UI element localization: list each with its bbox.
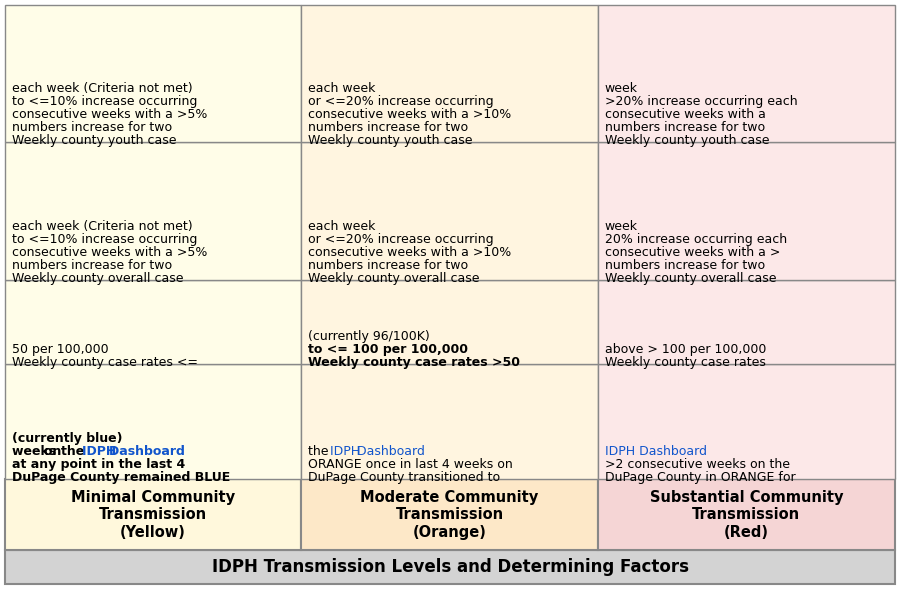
Text: the: the [60,445,88,458]
Text: consecutive weeks with a >5%: consecutive weeks with a >5% [12,108,207,121]
Text: Weekly county case rates <=: Weekly county case rates <= [12,356,198,369]
Text: >20% increase occurring each: >20% increase occurring each [605,95,797,108]
Text: Moderate Community
Transmission
(Orange): Moderate Community Transmission (Orange) [360,490,539,540]
Text: or <=20% increase occurring: or <=20% increase occurring [309,95,494,108]
Bar [598,143,895,280]
Text: Weekly county youth case: Weekly county youth case [309,134,472,147]
Bar [598,280,895,364]
Text: to <=10% increase occurring: to <=10% increase occurring [12,95,197,108]
Text: numbers increase for two: numbers increase for two [605,121,765,134]
Text: week: week [605,220,638,233]
Text: IDPH: IDPH [330,445,365,458]
Text: Weekly county overall case: Weekly county overall case [12,272,184,285]
Text: consecutive weeks with a >5%: consecutive weeks with a >5% [12,246,207,259]
Text: consecutive weeks with a: consecutive weeks with a [605,108,766,121]
Text: Weekly county youth case: Weekly county youth case [12,134,176,147]
Text: Weekly county case rates >50: Weekly county case rates >50 [309,356,520,369]
Text: weeks: weeks [12,445,60,458]
Bar [302,479,598,550]
Text: each week: each week [309,220,375,233]
Text: numbers increase for two: numbers increase for two [12,121,172,134]
Text: numbers increase for two: numbers increase for two [12,259,172,272]
Text: each week: each week [309,82,375,95]
Text: numbers increase for two: numbers increase for two [309,259,469,272]
Text: consecutive weeks with a >: consecutive weeks with a > [605,246,780,259]
Text: the: the [309,445,333,458]
Text: >2 consecutive weeks on the: >2 consecutive weeks on the [605,458,789,471]
Bar [598,5,895,143]
Text: at any point in the last 4: at any point in the last 4 [12,458,185,471]
Text: to <= 100 per 100,000: to <= 100 per 100,000 [309,343,468,356]
Text: 50 per 100,000: 50 per 100,000 [12,343,109,356]
Text: DuPage County in ORANGE for: DuPage County in ORANGE for [605,471,796,484]
Bar [302,280,598,364]
Text: Dashboard: Dashboard [109,445,189,458]
Text: DuPage County transitioned to: DuPage County transitioned to [309,471,500,484]
Text: on: on [44,445,67,458]
Text: to <=10% increase occurring: to <=10% increase occurring [12,233,197,246]
Text: IDPH Dashboard: IDPH Dashboard [605,445,706,458]
Text: Weekly county youth case: Weekly county youth case [605,134,770,147]
Text: 20% increase occurring each: 20% increase occurring each [605,233,787,246]
Bar [598,364,895,479]
Text: each week (Criteria not met): each week (Criteria not met) [12,82,193,95]
Text: Weekly county overall case: Weekly county overall case [605,272,776,285]
Text: Substantial Community
Transmission
(Red): Substantial Community Transmission (Red) [650,490,843,540]
Text: Minimal Community
Transmission
(Yellow): Minimal Community Transmission (Yellow) [71,490,235,540]
Text: consecutive weeks with a >10%: consecutive weeks with a >10% [309,108,511,121]
Bar [5,364,302,479]
Bar [302,143,598,280]
Text: above > 100 per 100,000: above > 100 per 100,000 [605,343,766,356]
Text: IDPH Transmission Levels and Determining Factors: IDPH Transmission Levels and Determining… [212,558,688,576]
Text: Weekly county overall case: Weekly county overall case [309,272,480,285]
Text: numbers increase for two: numbers increase for two [309,121,469,134]
Text: week: week [605,82,638,95]
Text: ORANGE once in last 4 weeks on: ORANGE once in last 4 weeks on [309,458,513,471]
Text: IDPH: IDPH [82,445,121,458]
Text: Dashboard: Dashboard [357,445,428,458]
Text: or <=20% increase occurring: or <=20% increase occurring [309,233,494,246]
Bar [5,479,302,550]
Bar [302,364,598,479]
Text: (currently 96/100K): (currently 96/100K) [309,330,430,343]
Text: consecutive weeks with a >10%: consecutive weeks with a >10% [309,246,511,259]
Text: numbers increase for two: numbers increase for two [605,259,765,272]
Bar [5,550,895,584]
Bar [5,280,302,364]
Bar [302,5,598,143]
Bar [5,5,302,143]
Text: each week (Criteria not met): each week (Criteria not met) [12,220,193,233]
Bar [5,143,302,280]
Bar [598,479,895,550]
Text: Weekly county case rates: Weekly county case rates [605,356,766,369]
Text: (currently blue): (currently blue) [12,432,122,445]
Text: DuPage County remained BLUE: DuPage County remained BLUE [12,471,230,484]
